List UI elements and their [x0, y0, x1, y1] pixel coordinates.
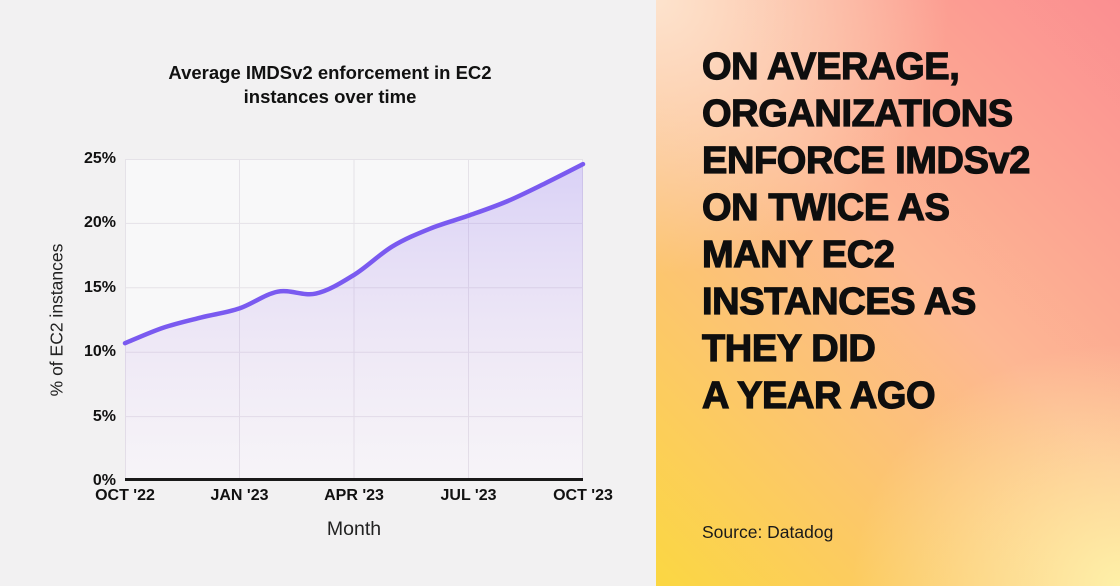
x-tick-label: JUL '23: [440, 487, 497, 504]
y-tick-label: 10%: [83, 343, 116, 361]
x-tick-label: OCT '22: [95, 487, 155, 504]
callout-panel: ON AVERAGE, ORGANIZATIONS ENFORCE IMDSv2…: [656, 0, 1120, 586]
y-tick-label: 5%: [92, 407, 116, 425]
source-credit: Source: Datadog: [702, 522, 834, 542]
y-tick-label: 0%: [92, 472, 116, 489]
y-tick-label: 15%: [83, 278, 116, 296]
chart-title: Average IMDSv2 enforcement in EC2 instan…: [168, 62, 492, 107]
chart-panel: Average IMDSv2 enforcement in EC2 instan…: [0, 0, 656, 586]
x-tick-label: APR '23: [324, 487, 384, 504]
y-tick-label: 20%: [83, 214, 116, 232]
x-axis-title: Month: [326, 518, 382, 540]
y-tick-label: 25%: [83, 150, 116, 167]
headline-text: ON AVERAGE, ORGANIZATIONS ENFORCE IMDSv2…: [701, 45, 1031, 417]
x-tick-label: JAN '23: [210, 487, 269, 504]
line-chart-plot: [122, 159, 586, 482]
y-axis-title: % of EC2 instances: [46, 243, 67, 397]
x-tick-label: OCT '23: [553, 487, 613, 504]
